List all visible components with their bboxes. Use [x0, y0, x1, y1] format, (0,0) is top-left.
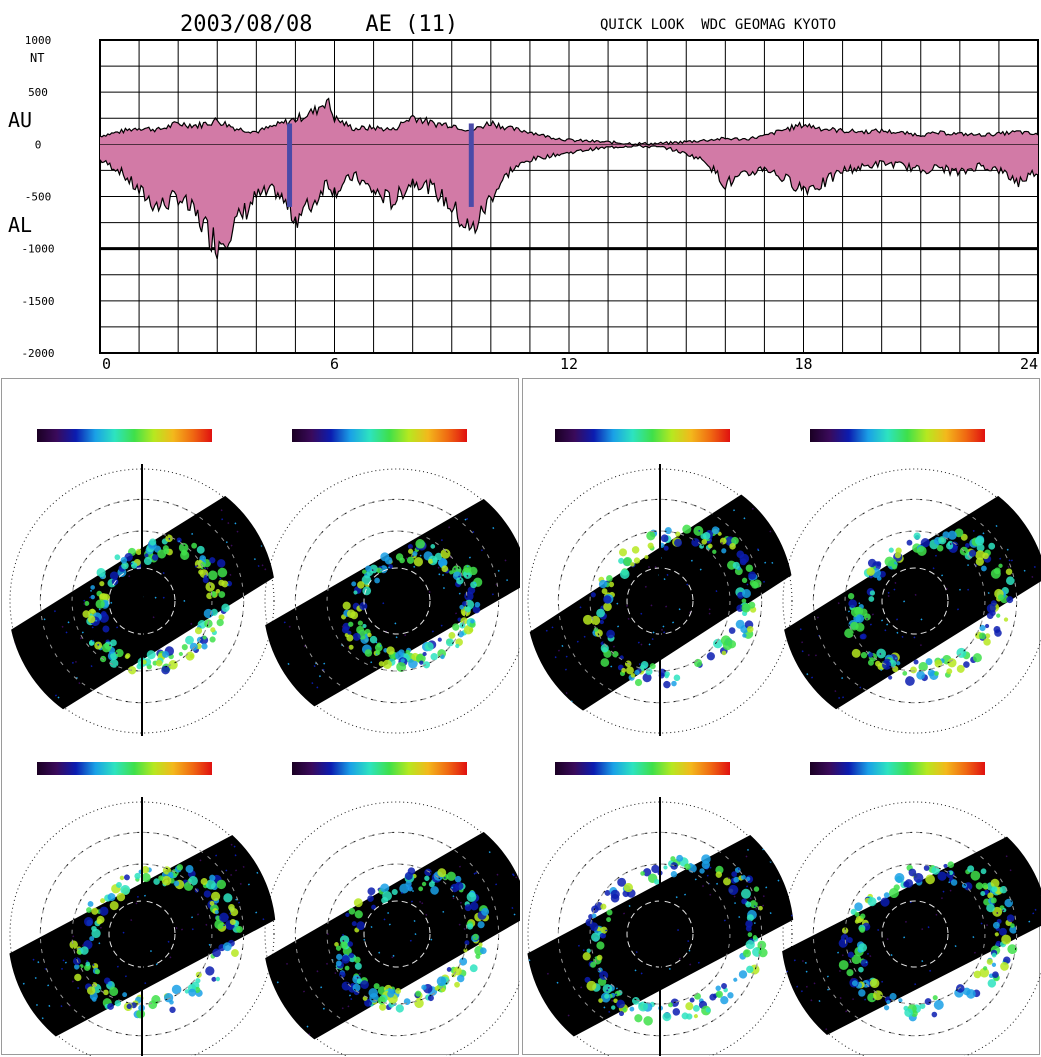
ae-area — [99, 97, 1039, 260]
auroral-images-panel-right — [522, 378, 1041, 1056]
image-time-marker — [287, 123, 293, 207]
ae-y-tick: 0 — [35, 138, 42, 151]
auroral-image-north-4 — [523, 762, 836, 1056]
ae-unit-label: NT — [30, 51, 44, 65]
ae-y-tick: -2000 — [21, 347, 54, 360]
auroral-image-south-2 — [225, 762, 520, 1056]
satellite-swath — [741, 815, 1041, 1056]
latitude-circle — [527, 801, 793, 1056]
auroral-images-right — [523, 429, 1041, 1056]
al-series-line — [99, 144, 1039, 260]
ae-y-tick: 500 — [28, 86, 48, 99]
auroral-images-panel-left — [1, 378, 520, 1056]
satellite-swath — [523, 469, 832, 737]
latitude-circle — [363, 567, 431, 635]
colorbar — [292, 429, 467, 442]
ae-subtitle: QUICK LOOK WDC GEOMAG KYOTO — [600, 17, 836, 33]
ae-fill-area — [100, 98, 1038, 259]
auroral-images-left — [2, 429, 520, 1056]
al-label: AL — [8, 213, 32, 237]
image-time-marker — [468, 123, 474, 207]
colorbar — [810, 762, 985, 775]
colorbar — [37, 429, 212, 442]
colorbar — [555, 762, 730, 775]
ae-plot-frame — [99, 39, 1039, 354]
ae-x-tick: 0 — [102, 355, 111, 373]
au-series-line — [99, 97, 1039, 146]
ae-x-tick: 6 — [330, 355, 339, 373]
latitude-circle — [363, 900, 431, 968]
auroral-image-north-1 — [2, 429, 315, 736]
ae-y-tick: -500 — [25, 191, 52, 204]
satellite-swath — [523, 813, 836, 1056]
ae-x-tick: 12 — [560, 355, 578, 373]
auroral-image-south-3 — [745, 429, 1041, 735]
auroral-image-south-1 — [225, 429, 520, 734]
latitude-circle — [9, 468, 275, 734]
au-label: AU — [8, 108, 32, 132]
colorbar — [37, 762, 212, 775]
latitude-circle — [881, 900, 949, 968]
ae-index-chart: 1000 500 0 -500 -1000 -1500 -2000 0 6 12 18 24 2003… — [0, 0, 1041, 375]
ae-markers — [287, 123, 474, 207]
colorbar — [292, 762, 467, 775]
auroral-image-north-3 — [523, 429, 832, 737]
latitude-circle — [881, 567, 949, 635]
ae-title: 2003/08/08 AE (11) — [180, 12, 458, 37]
ae-y-tick: -1500 — [21, 295, 54, 308]
auroral-image-south-4 — [741, 762, 1041, 1056]
colorbar — [555, 429, 730, 442]
latitude-circle — [9, 801, 275, 1056]
satellite-swath — [225, 476, 520, 731]
latitude-circle — [527, 468, 793, 734]
satellite-swath — [2, 813, 318, 1056]
auroral-image-north-2 — [2, 762, 318, 1056]
ae-y-tick: 1000 — [25, 34, 52, 47]
satellite-swath — [225, 809, 520, 1056]
satellite-swath — [2, 471, 315, 735]
ae-x-tick: 24 — [1020, 355, 1038, 373]
ae-x-tick: 18 — [794, 355, 812, 373]
ae-ticks: 1000 500 0 -500 -1000 -1500 -2000 0 6 12 18 24 — [21, 34, 1038, 373]
ae-y-tick: -1000 — [21, 243, 54, 256]
colorbar — [810, 429, 985, 442]
ae-index-plot: 1000 500 0 -500 -1000 -1500 -2000 0 6 12 18 24 2003… — [8, 12, 1039, 373]
satellite-swath — [745, 471, 1041, 735]
